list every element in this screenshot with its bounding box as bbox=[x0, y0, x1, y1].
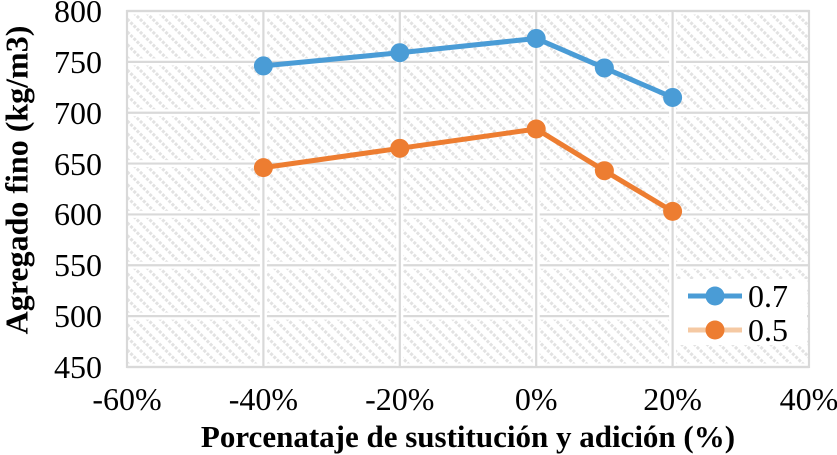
y-tick-label: 750 bbox=[54, 43, 102, 80]
legend-item-0-7: 0.7 bbox=[675, 279, 807, 313]
y-tick-label: 700 bbox=[54, 94, 102, 131]
legend-item-0-5: 0.5 bbox=[675, 312, 807, 348]
legend-label: 0.7 bbox=[748, 278, 788, 314]
plot-border bbox=[125, 9, 811, 369]
data-point-0.5 bbox=[663, 201, 683, 221]
data-point-0.7 bbox=[253, 56, 273, 76]
legend-series-0-7-marker-icon bbox=[688, 286, 742, 306]
data-point-0.5 bbox=[526, 119, 546, 139]
data-point-0.5 bbox=[390, 138, 410, 158]
y-axis-tick-labels: 450 500 550 600 650 700 750 800 bbox=[0, 0, 102, 455]
y-tick-label: 600 bbox=[54, 196, 102, 233]
y-tick-label: 800 bbox=[54, 0, 102, 29]
y-tick-label: 500 bbox=[54, 298, 102, 335]
x-tick-label: 40% bbox=[779, 381, 837, 417]
legend-series-0-5-marker-icon bbox=[688, 320, 742, 340]
data-point-0.7 bbox=[594, 58, 614, 78]
y-tick-label: 650 bbox=[54, 145, 102, 182]
data-point-0.7 bbox=[390, 43, 410, 63]
legend-label: 0.5 bbox=[748, 312, 788, 348]
y-tick-label: 550 bbox=[54, 247, 102, 284]
data-point-0.5 bbox=[594, 161, 614, 181]
data-point-0.7 bbox=[526, 28, 546, 48]
data-point-0.7 bbox=[663, 87, 683, 107]
x-tick-label: 0% bbox=[514, 381, 558, 417]
x-axis-title: Porcenataje de sustitución y adición (%) bbox=[200, 419, 736, 454]
x-tick-label: 20% bbox=[643, 381, 702, 417]
y-tick-label: 450 bbox=[54, 349, 102, 385]
x-tick-label: -60% bbox=[92, 381, 162, 417]
x-tick-label: -20% bbox=[365, 381, 435, 417]
data-point-0.5 bbox=[253, 158, 273, 178]
x-tick-label: -40% bbox=[228, 381, 299, 417]
